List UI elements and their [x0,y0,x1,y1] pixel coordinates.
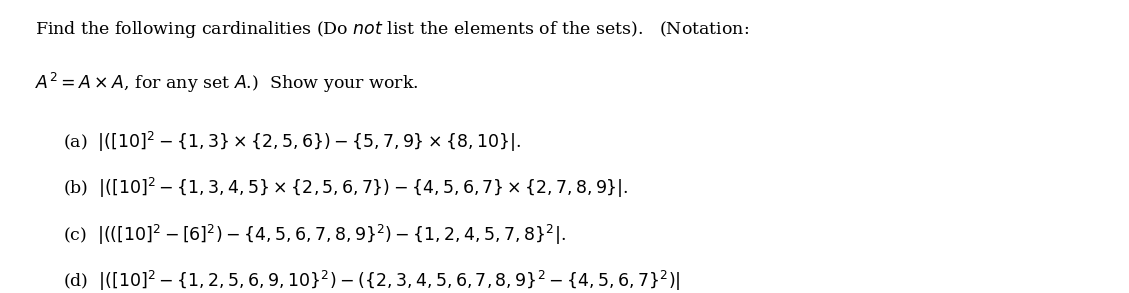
Text: (d)  $|([10]^2 - \{1,2,5,6,9,10\}^2) - (\{2,3,4,5,6,7,8,9\}^2 - \{4,5,6,7\}^2)|$: (d) $|([10]^2 - \{1,2,5,6,9,10\}^2) - (\… [63,269,681,293]
Text: Find the following cardinalities (Do $\it{not}$ list the elements of the sets). : Find the following cardinalities (Do $\i… [35,19,750,40]
Text: (c)  $|(([10]^2 - [6]^2) - \{4,5,6,7,8,9\}^2) - \{1,2,4,5,7,8\}^2|$.: (c) $|(([10]^2 - [6]^2) - \{4,5,6,7,8,9\… [63,222,567,247]
Text: (b)  $|([10]^2 - \{1,3,4,5\} \times \{2,5,6,7\}) - \{4,5,6,7\} \times \{2,7,8,9\: (b) $|([10]^2 - \{1,3,4,5\} \times \{2,5… [63,176,629,200]
Text: $A^2 = A \times A$, for any set $A$.)  Show your work.: $A^2 = A \times A$, for any set $A$.) Sh… [35,71,419,95]
Text: (a)  $|([10]^2 - \{1,3\} \times \{2,5,6\}) - \{5,7,9\} \times \{8,10\}|$.: (a) $|([10]^2 - \{1,3\} \times \{2,5,6\}… [63,130,522,154]
